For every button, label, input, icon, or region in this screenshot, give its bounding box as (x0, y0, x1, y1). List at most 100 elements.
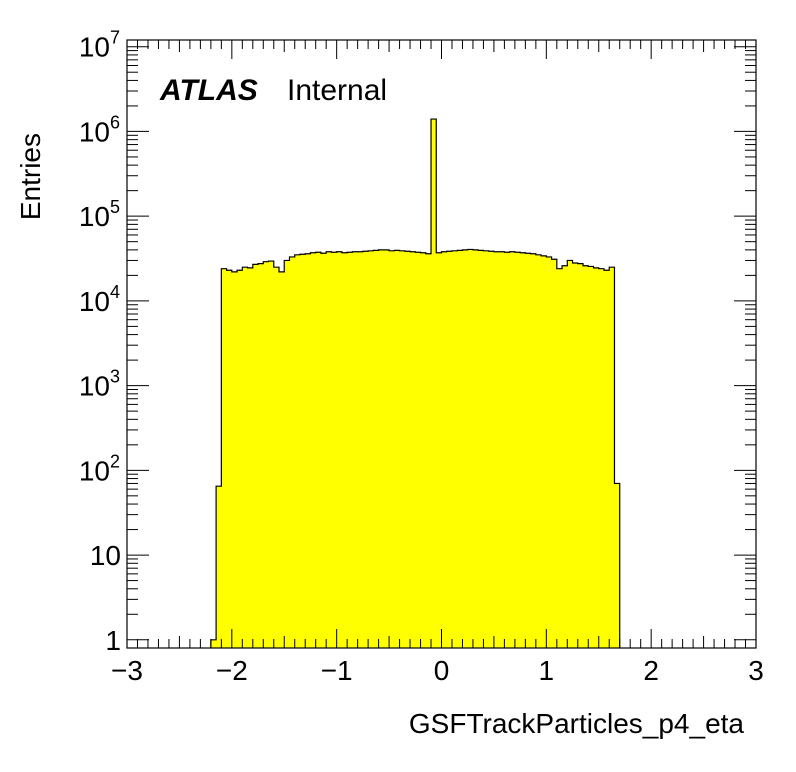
x-axis-label: GSFTrackParticles_p4_eta (409, 708, 745, 739)
histogram-bar (263, 261, 269, 648)
histogram-bar (347, 252, 353, 648)
histogram-bar (488, 251, 495, 648)
histogram-bar (451, 250, 458, 648)
x-tick-label: −3 (111, 655, 143, 686)
histogram-bar (216, 486, 222, 648)
histogram-bar (556, 268, 563, 648)
histogram-bar (237, 270, 243, 648)
y-tick-label: 106 (79, 112, 120, 147)
x-tick-label: 0 (434, 655, 450, 686)
histogram-bar (441, 251, 448, 648)
histogram-bar (525, 253, 532, 648)
histogram-bar (478, 250, 484, 648)
histogram-bar (252, 264, 259, 648)
internal-label: Internal (287, 74, 387, 107)
histogram-bar (472, 249, 479, 648)
y-tick-label: 107 (79, 28, 120, 63)
histogram-bar (305, 253, 311, 648)
histogram-bar (247, 267, 254, 648)
histogram-bar (577, 263, 584, 648)
histogram-bar (420, 252, 427, 649)
histogram-bar (593, 267, 600, 648)
y-tick-label: 102 (79, 451, 120, 486)
histogram-bar (299, 254, 306, 648)
histogram-bar (289, 256, 296, 648)
histogram-bar (410, 251, 416, 648)
histogram-bar (572, 263, 579, 648)
histogram-bar (551, 259, 558, 648)
histogram-bar (535, 254, 542, 649)
histogram-bar (493, 251, 500, 648)
histogram-bars (210, 118, 621, 649)
histogram-bar (279, 271, 285, 648)
histogram-bar (368, 250, 374, 648)
histogram-bar (514, 252, 521, 648)
histogram-bar (231, 271, 238, 648)
histogram-bar (378, 249, 385, 648)
histogram-bar (383, 249, 390, 648)
x-tick-labels: −3 −2 −1 0 1 2 3 (111, 655, 764, 686)
histogram-bar (362, 251, 369, 648)
histogram-bar (425, 253, 432, 648)
x-tick-label: −2 (216, 655, 248, 686)
x-tick-label: 1 (539, 655, 555, 686)
axes-ticks (126, 40, 757, 648)
histogram-bar (331, 252, 338, 648)
histogram-bar (588, 266, 594, 648)
histogram-bar (509, 251, 516, 648)
y-tick-label: 103 (79, 367, 120, 402)
histogram-bar (546, 256, 552, 648)
histogram-outline (210, 118, 621, 648)
histogram-bar (583, 265, 589, 648)
histogram-bar (352, 251, 359, 648)
y-tick-label: 105 (79, 197, 120, 232)
y-axis-label: Entries (15, 133, 46, 220)
histogram-bar (404, 251, 411, 648)
histogram-bar (436, 252, 442, 649)
histogram-bar (467, 249, 474, 649)
histogram-bar (268, 261, 275, 648)
histogram-bar (504, 252, 511, 648)
histogram-bar (399, 250, 406, 648)
histogram-bar (457, 250, 463, 648)
histogram-bar (320, 253, 327, 648)
histogram-bar (499, 251, 505, 648)
histogram-bar (336, 251, 343, 648)
histogram-bar (310, 252, 317, 649)
histogram-bar (242, 267, 248, 648)
atlas-label: ATLAS (159, 74, 258, 107)
x-tick-label: 2 (643, 655, 659, 686)
histogram-bar (341, 252, 348, 649)
histogram-bar (446, 251, 453, 648)
histogram-bar (357, 251, 364, 648)
histogram-bar (273, 267, 280, 648)
histogram-bar (614, 483, 621, 648)
y-tick-label: 104 (79, 282, 120, 317)
histogram-bar (221, 268, 227, 648)
histogram-bar (562, 265, 568, 648)
histogram-bar (389, 250, 395, 648)
x-tick-label: 3 (748, 655, 764, 686)
histogram-bar (603, 270, 610, 648)
y-tick-label: 1 (105, 625, 121, 656)
histogram-bar (373, 250, 379, 648)
histogram-bar (258, 263, 264, 648)
histogram-bar (431, 119, 437, 649)
histogram-bar (541, 255, 547, 649)
histogram-bar (609, 267, 615, 648)
histogram-bar (520, 252, 526, 649)
histogram-bar (326, 251, 332, 648)
x-tick-label: −1 (321, 655, 353, 686)
histogram-bar (394, 250, 400, 648)
y-tick-label: 10 (90, 540, 121, 571)
histogram-bar (226, 270, 233, 648)
histogram-bar (210, 639, 217, 648)
histogram-bar (284, 260, 290, 648)
histogram-bar (483, 250, 490, 648)
y-tick-labels: 1 10 102 103 104 105 106 107 (79, 28, 121, 656)
histogram-bar (462, 249, 469, 648)
histogram-bar (315, 252, 322, 648)
histogram-bar (567, 260, 573, 648)
histogram-bar (415, 252, 421, 648)
